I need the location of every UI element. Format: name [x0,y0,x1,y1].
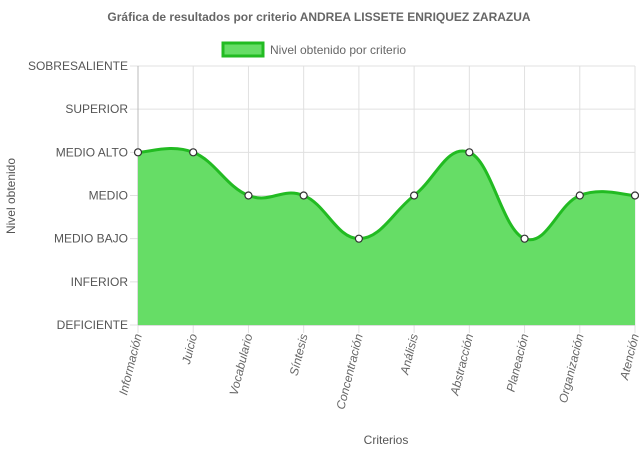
x-tick-label: Atención [617,332,639,382]
legend[interactable]: Nivel obtenido por criterio [221,41,406,58]
y-axis: DEFICIENTE INFERIOR MEDIO BAJO MEDIO MEDIO A… [28,59,128,332]
series-line [137,147,636,242]
y-axis-title: Nivel obtenido [4,158,18,234]
data-point-10[interactable] [630,191,639,200]
chart-title: Gráfica de resultados por criterio ANDRE… [107,10,531,24]
data-point-8[interactable] [520,234,529,243]
data-points [133,148,639,243]
x-tick-label: Juicio [179,332,200,366]
legend-label: Nivel obtenido por criterio [270,43,406,57]
data-point-2[interactable] [189,148,198,157]
data-point-6[interactable] [410,191,419,200]
data-point-1[interactable] [133,148,143,157]
y-tick-label: INFERIOR [71,275,129,289]
data-point-9[interactable] [575,191,584,200]
y-tick-label: SUPERIOR [65,102,128,116]
y-tick-label: MEDIO ALTO [56,145,128,159]
y-tick-label: MEDIO [89,189,128,203]
area-fill [138,148,635,325]
x-tick-label: Planeación [504,332,532,393]
x-tick-label: Organización [556,332,587,404]
x-tick-label: Vocabulario [227,332,256,397]
x-tick-label: Concentración [333,332,365,411]
legend-swatch [221,41,265,58]
data-point-5[interactable] [354,234,363,243]
x-axis-title: Criterios [364,433,409,447]
x-tick-label: Información [116,332,145,397]
series-area [137,147,636,325]
x-tick-label: Abstracción [447,332,476,398]
data-point-4[interactable] [299,191,308,200]
x-tick-label: Síntesis [287,332,311,377]
data-point-7[interactable] [465,148,474,157]
y-tick-label: MEDIO BAJO [54,232,128,246]
x-axis: Información Juicio Vocabulario Síntesis Conc… [116,332,639,411]
x-tick-label: Análisis [397,332,421,376]
y-tick-label: DEFICIENTE [57,318,128,332]
y-tick-label: SOBRESALIENTE [28,59,128,73]
data-point-3[interactable] [244,191,253,200]
